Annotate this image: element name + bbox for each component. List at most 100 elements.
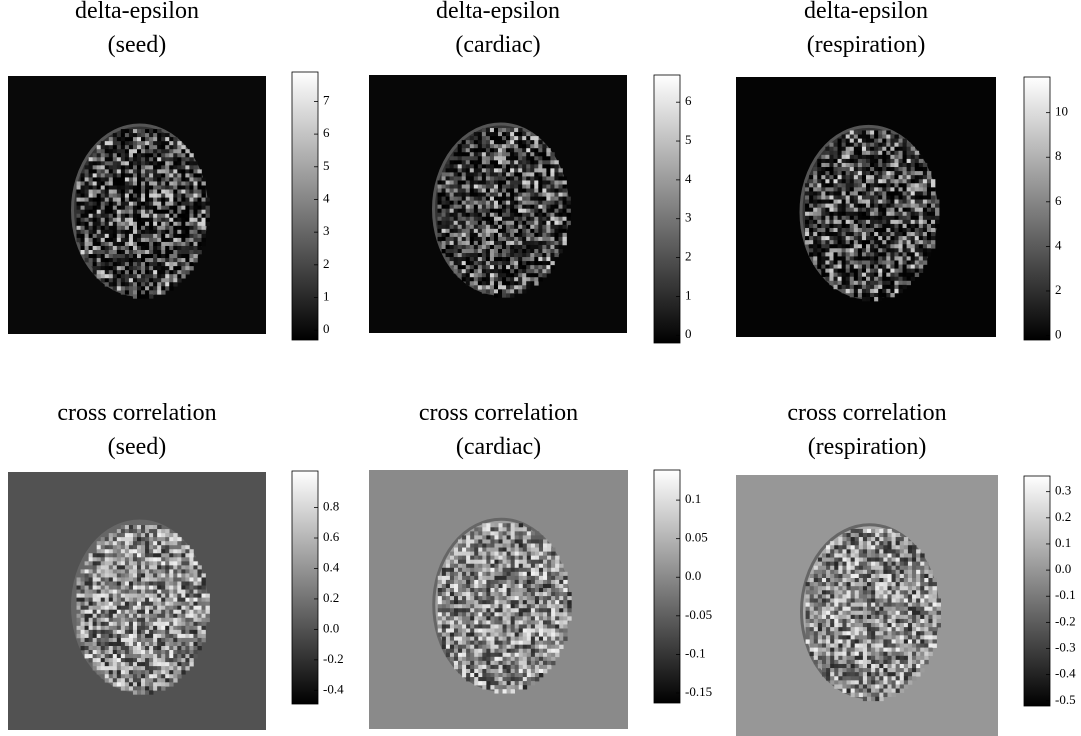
voxel <box>494 543 498 547</box>
voxel <box>817 204 821 208</box>
voxel <box>530 233 534 237</box>
voxel <box>862 179 866 183</box>
voxel <box>165 270 169 274</box>
voxel <box>510 205 514 209</box>
voxel <box>542 245 546 249</box>
voxel <box>109 618 113 622</box>
voxel <box>558 172 562 176</box>
voxel <box>141 141 145 145</box>
voxel <box>862 232 866 236</box>
voxel <box>558 193 562 197</box>
voxel <box>125 658 129 662</box>
voxel <box>874 159 878 163</box>
voxel <box>538 184 542 188</box>
voxel <box>189 157 193 161</box>
voxel <box>129 686 133 690</box>
voxel <box>97 586 101 590</box>
voxel <box>927 240 931 244</box>
voxel <box>77 194 81 198</box>
voxel <box>534 221 538 225</box>
voxel <box>494 523 498 527</box>
voxel <box>911 171 915 175</box>
voxel <box>462 160 466 164</box>
voxel <box>482 531 486 535</box>
voxel <box>478 641 482 645</box>
voxel <box>466 144 470 148</box>
voxel <box>886 216 890 220</box>
voxel <box>927 191 931 195</box>
voxel <box>193 169 197 173</box>
voxel <box>177 198 181 202</box>
voxel <box>129 282 133 286</box>
voxel <box>563 205 567 209</box>
voxel <box>813 183 817 187</box>
voxel <box>105 622 109 626</box>
voxel <box>450 237 454 241</box>
voxel <box>494 209 498 213</box>
voxel <box>466 576 470 580</box>
voxel <box>202 198 206 202</box>
voxel <box>470 269 474 273</box>
voxel <box>145 686 149 690</box>
voxel <box>550 164 554 168</box>
voxel <box>842 183 846 187</box>
voxel <box>454 564 458 568</box>
voxel <box>894 216 898 220</box>
voxel <box>169 682 173 686</box>
voxel <box>117 206 121 210</box>
voxel <box>169 222 173 226</box>
voxel <box>161 549 165 553</box>
voxel <box>903 163 907 167</box>
voxel <box>834 204 838 208</box>
voxel <box>145 149 149 153</box>
voxel <box>129 622 133 626</box>
voxel <box>189 230 193 234</box>
voxel <box>117 214 121 218</box>
voxel <box>161 686 165 690</box>
voxel <box>506 237 510 241</box>
voxel <box>874 256 878 260</box>
voxel <box>907 277 911 281</box>
voxel <box>149 246 153 250</box>
voxel <box>77 586 81 590</box>
voxel <box>474 213 478 217</box>
voxel <box>141 266 145 270</box>
voxel <box>886 130 890 134</box>
voxel <box>145 246 149 250</box>
voxel <box>93 230 97 234</box>
voxel <box>890 200 894 204</box>
voxel <box>829 224 833 228</box>
voxel <box>101 598 105 602</box>
voxel <box>193 622 197 626</box>
voxel <box>870 208 874 212</box>
voxel <box>886 171 890 175</box>
voxel <box>538 209 542 213</box>
voxel <box>153 541 157 545</box>
voxel <box>177 230 181 234</box>
voxel <box>882 143 886 147</box>
voxel <box>850 175 854 179</box>
voxel <box>145 282 149 286</box>
voxel <box>109 141 113 145</box>
voxel <box>113 674 117 678</box>
voxel <box>117 234 121 238</box>
voxel <box>129 650 133 654</box>
voxel <box>105 545 109 549</box>
voxel <box>490 612 494 616</box>
voxel <box>125 258 129 262</box>
voxel <box>125 185 129 189</box>
voxel <box>462 556 466 560</box>
voxel <box>862 130 866 134</box>
voxel <box>817 244 821 248</box>
voxel <box>189 557 193 561</box>
voxel <box>554 217 558 221</box>
voxel <box>927 224 931 228</box>
voxel <box>133 137 137 141</box>
voxel <box>899 143 903 147</box>
voxel <box>927 244 931 248</box>
voxel <box>462 257 466 261</box>
voxel <box>97 557 101 561</box>
voxel <box>181 266 185 270</box>
voxel <box>153 278 157 282</box>
voxel <box>202 606 206 610</box>
